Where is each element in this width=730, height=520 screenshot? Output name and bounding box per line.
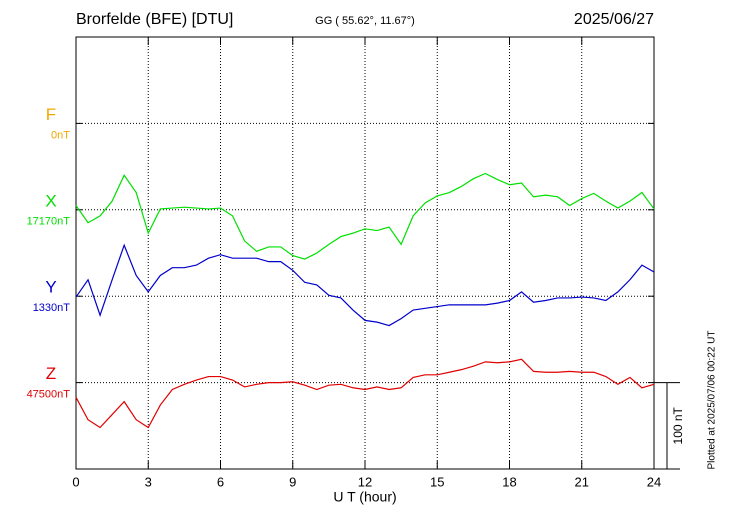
x-tick-label: 6 — [217, 474, 224, 489]
series-line — [75, 243, 655, 327]
footnote: Plotted at 2025/07/06 00:22 UT — [707, 331, 718, 470]
series-name: Z — [46, 364, 56, 383]
series-baseline-label: 17170nT — [27, 216, 71, 228]
x-tick-label: 3 — [145, 474, 152, 489]
x-axis-label: U T (hour) — [333, 489, 396, 505]
x-tick-label: 21 — [575, 474, 589, 489]
x-tick-label: 15 — [430, 474, 444, 489]
chart-subtitle: GG ( 55.62°, 11.67°) — [315, 15, 415, 27]
chart-date: 2025/06/27 — [574, 11, 654, 28]
series-baseline-label: 1330nT — [33, 302, 71, 314]
series-line — [75, 358, 655, 429]
x-tick-label: 9 — [289, 474, 296, 489]
series-name: F — [46, 105, 56, 124]
plot-frame — [75, 36, 655, 470]
series-baseline-label: 47500nT — [27, 389, 71, 401]
x-tick-label: 18 — [502, 474, 516, 489]
chart-title: Brorfelde (BFE) [DTU] — [76, 11, 233, 28]
series-name: X — [45, 191, 56, 210]
series-line — [75, 172, 655, 260]
series-name: Y — [45, 278, 56, 297]
x-tick-label: 12 — [358, 474, 372, 489]
series-baseline-label: 0nT — [51, 129, 70, 141]
x-tick-label: 24 — [647, 474, 661, 489]
scale-bar-label: 100 nT — [671, 406, 685, 444]
x-tick-label: 0 — [72, 474, 79, 489]
